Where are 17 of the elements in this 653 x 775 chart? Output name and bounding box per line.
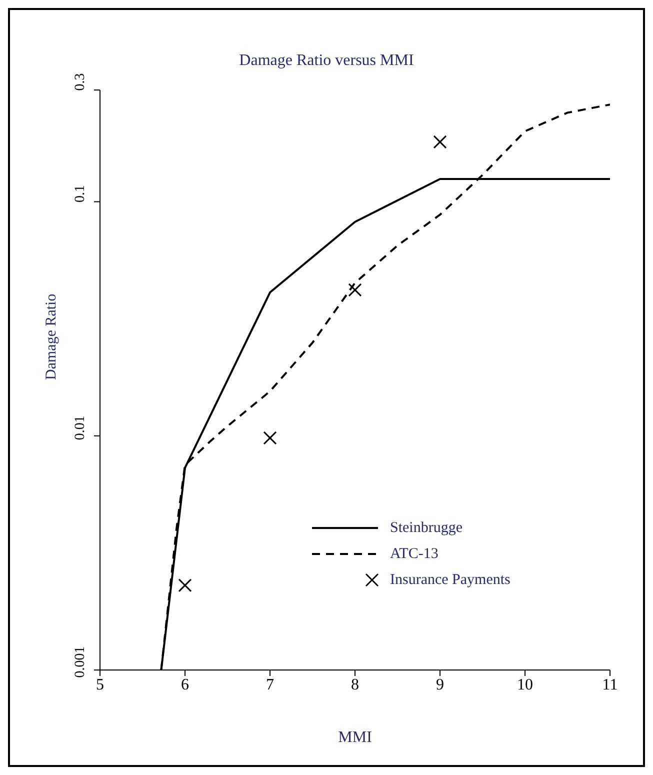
x-tick-label: 9 <box>436 676 444 694</box>
y-tick-label: 0.001 <box>73 646 88 678</box>
x-tick-label: 10 <box>517 676 533 694</box>
y-tick-label: 0.1 <box>73 184 88 202</box>
x-axis-title: MMI <box>338 729 372 746</box>
y-tick-label: 0.3 <box>73 73 88 91</box>
x-tick-label: 7 <box>266 676 274 694</box>
x-tick-label: 5 <box>96 676 104 694</box>
y-axis-title: Damage Ratio <box>43 294 60 380</box>
legend-label: ATC-13 <box>390 545 438 564</box>
x-tick-label: 8 <box>351 676 359 694</box>
x-tick-label: 11 <box>602 676 618 694</box>
chart-title: Damage Ratio versus MMI <box>238 52 415 70</box>
legend-label: Insurance Payments <box>390 571 510 590</box>
x-tick-label: 6 <box>181 676 189 694</box>
y-tick-label: 0.01 <box>73 416 88 440</box>
legend-label: Steinbrugge <box>390 519 462 538</box>
